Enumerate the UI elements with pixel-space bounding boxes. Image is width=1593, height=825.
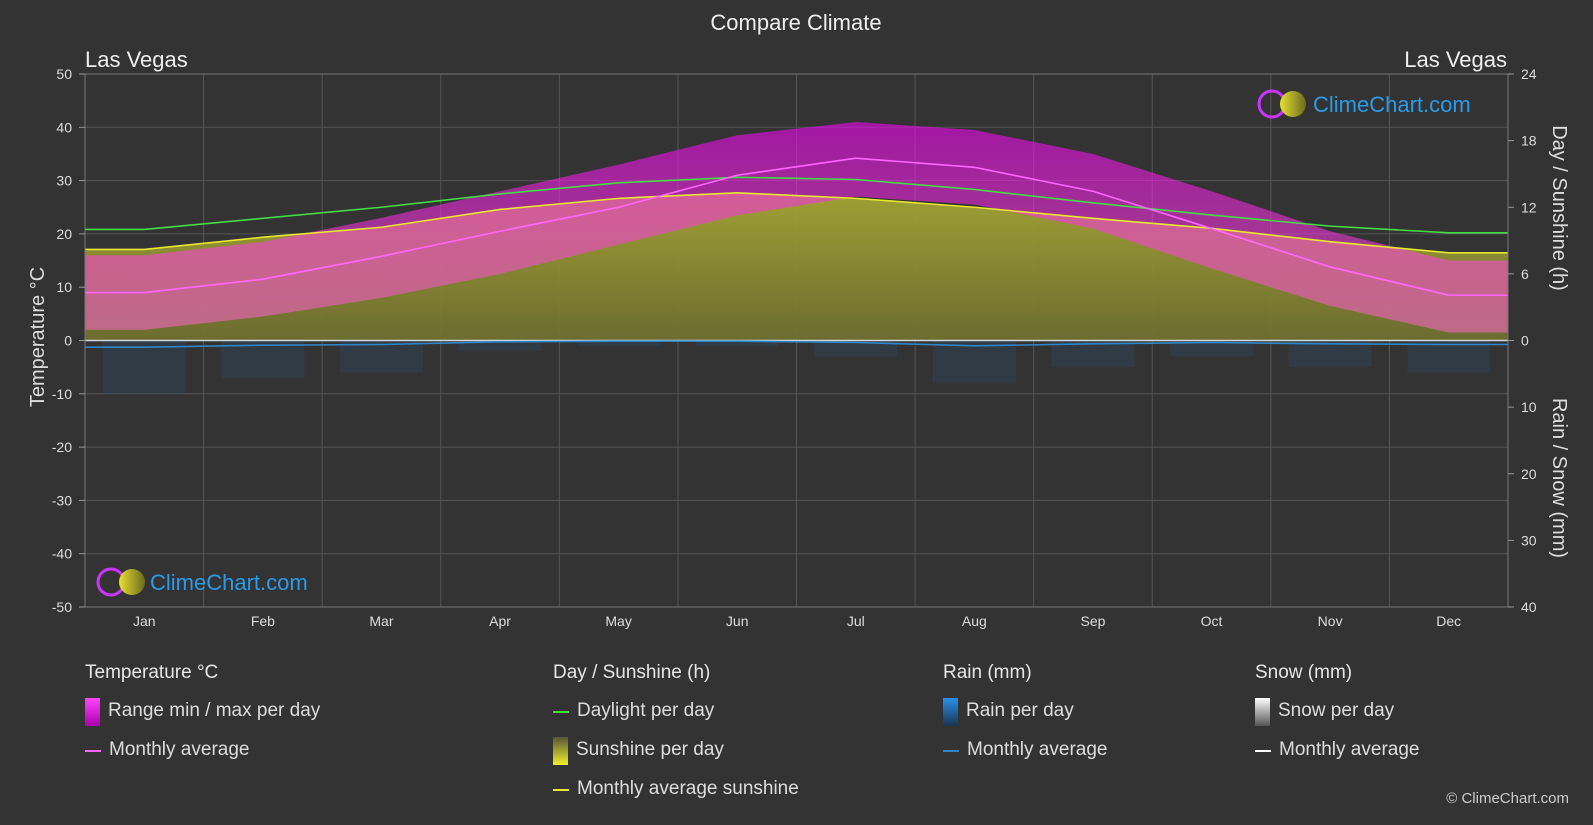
sunshine-swatch-icon (553, 737, 568, 765)
line-swatch-icon (553, 789, 569, 791)
sunshine-average-line (85, 192, 1508, 254)
rain-bar (932, 340, 1016, 384)
y-right-tick-label: 0 (1521, 333, 1529, 349)
x-tick-label: Jun (726, 613, 749, 629)
range-swatch-icon (85, 698, 100, 726)
legend-item: Range min / max per day (85, 698, 321, 739)
y-axis-right-bottom-label: Rain / Snow (mm) (1548, 398, 1570, 558)
x-tick-label: Sep (1080, 613, 1105, 629)
y-left-tick-label: -10 (52, 386, 72, 402)
y-right-tick-label: 12 (1521, 199, 1537, 215)
logo-bottom: ClimeChart.com (96, 567, 308, 597)
y-right-tick-label: 20 (1521, 466, 1537, 482)
x-tick-label: Feb (251, 613, 275, 629)
daylight-line (85, 176, 1508, 234)
x-tick-label: Jul (847, 613, 865, 629)
legend-item: Monthly average (85, 739, 320, 778)
x-tick-label: Nov (1318, 613, 1343, 629)
x-tick-label: Apr (489, 613, 511, 629)
logo-text: ClimeChart.com (1313, 92, 1471, 117)
x-tick-label: Mar (369, 613, 393, 629)
y-right-tick-label: 30 (1521, 532, 1537, 548)
legend-item: Monthly average sunshine (553, 778, 799, 817)
x-tick-label: Dec (1436, 613, 1461, 629)
logo-sun-icon (119, 569, 145, 595)
y-axis-left-label: Temperature °C (27, 267, 49, 407)
legend-item: Sunshine per day (553, 737, 799, 778)
legend-temperature: Temperature °C Range min / max per day M… (85, 662, 320, 778)
legend-label: Monthly average sunshine (577, 778, 799, 799)
rain-bar (458, 340, 542, 352)
y-left-tick-label: -30 (52, 492, 72, 508)
rain-bar (814, 340, 898, 357)
legend-item: Rain per day (943, 698, 1107, 739)
legend-label: Snow per day (1278, 700, 1395, 721)
rain-bar (695, 340, 779, 346)
x-tick-label: May (605, 613, 631, 629)
x-tick-label: Jan (133, 613, 156, 629)
snow-swatch-icon (1255, 698, 1270, 726)
y-left-tick-label: 0 (64, 333, 72, 349)
rain-bar (1170, 340, 1254, 357)
line-swatch-icon (85, 750, 101, 752)
y-right-tick-label: 10 (1521, 399, 1537, 415)
legend-heading: Day / Sunshine (h) (553, 662, 711, 683)
y-left-tick-label: -40 (52, 546, 72, 562)
temperature-range-band (85, 121, 1508, 333)
line-swatch-icon (943, 750, 959, 752)
rain-bar (339, 340, 423, 373)
y-left-tick-label: -50 (52, 599, 72, 615)
legend-heading: Temperature °C (85, 662, 219, 683)
y-left-tick-label: 30 (56, 173, 72, 189)
chart-title: Compare Climate (710, 10, 881, 35)
copyright: © ClimeChart.com (1446, 790, 1569, 807)
logo-sun-icon (1280, 91, 1306, 117)
legend-heading: Snow (mm) (1255, 662, 1353, 683)
x-tick-label: Oct (1201, 613, 1223, 629)
rain-bar (1407, 340, 1491, 373)
legend-item: Monthly average (1255, 739, 1419, 778)
y-right-tick-label: 24 (1521, 66, 1537, 82)
legend-rain: Rain (mm) Rain per day Monthly average (943, 662, 1107, 778)
legend-label: Monthly average (1279, 739, 1420, 760)
legend-snow: Snow (mm) Snow per day Monthly average (1255, 662, 1419, 778)
rain-bar (1288, 340, 1372, 368)
legend-label: Monthly average (109, 739, 250, 760)
y-right-tick-label: 6 (1521, 266, 1529, 282)
x-tick-label: Aug (962, 613, 987, 629)
line-swatch-icon (1255, 750, 1271, 752)
plot-area: 50 40 30 20 10 0 -10 -20 -30 -40 -50 24 18 12 6 0 10 20 30… (52, 66, 1537, 629)
legend-sunshine: Day / Sunshine (h) Daylight per day Suns… (553, 662, 799, 817)
legend-item: Daylight per day (553, 700, 799, 739)
legend-heading: Rain (mm) (943, 662, 1032, 683)
rain-bar (102, 340, 186, 394)
y-left-tick-label: -20 (52, 439, 72, 455)
location-left: Las Vegas (85, 47, 188, 72)
rain-bar (221, 340, 305, 378)
logo-text: ClimeChart.com (150, 570, 308, 595)
y-right-tick-label: 40 (1521, 599, 1537, 615)
legend-item: Monthly average (943, 739, 1107, 778)
location-right: Las Vegas (1404, 47, 1507, 72)
legend-item: Snow per day (1255, 698, 1419, 739)
line-swatch-icon (553, 711, 569, 713)
y-left-tick-label: 20 (56, 226, 72, 242)
rain-average-line (85, 340, 1508, 348)
rain-swatch-icon (943, 698, 958, 726)
legend-label: Rain per day (966, 700, 1074, 721)
logo-top: ClimeChart.com (1257, 89, 1471, 119)
legend-label: Daylight per day (577, 700, 715, 721)
y-axis-right-top-label: Day / Sunshine (h) (1548, 125, 1570, 291)
y-right-tick-label: 18 (1521, 133, 1537, 149)
legend-label: Sunshine per day (576, 739, 724, 760)
y-left-tick-label: 50 (56, 66, 72, 82)
rain-bar (577, 340, 661, 346)
temperature-average-line (85, 157, 1508, 296)
y-left-tick-label: 40 (56, 119, 72, 135)
legend-label: Monthly average (967, 739, 1108, 760)
legend-label: Range min / max per day (108, 700, 321, 721)
y-left-tick-label: 10 (56, 279, 72, 295)
